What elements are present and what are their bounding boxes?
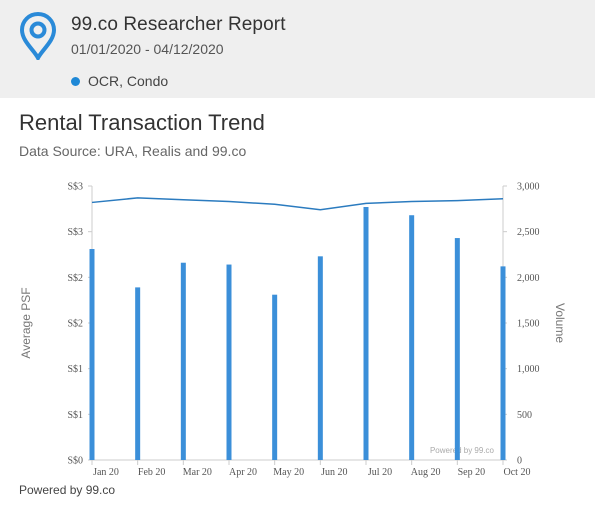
report-date-range: 01/01/2020 - 04/12/2020 (71, 41, 224, 57)
volume-bar (317, 256, 323, 460)
x-tick-label: Jan 20 (93, 467, 119, 478)
left-tick-label: S$0 (67, 456, 83, 467)
report-header: 99.co Researcher Report 01/01/2020 - 04/… (0, 0, 595, 98)
powered-by-footer: Powered by 99.co (19, 483, 116, 497)
x-tick-label: Mar 20 (183, 467, 212, 478)
right-tick-label: 1,500 (517, 319, 540, 330)
rental-trend-chart: S$0 S$1 S$1 S$2 S$2 S$3 S$3 0 500 1,000 1,500 2,000… (19, 182, 567, 479)
left-tick-label: S$2 (67, 319, 83, 330)
right-tick-label: 2,500 (517, 227, 540, 238)
volume-bar (135, 287, 141, 460)
report-title: 99.co Researcher Report (71, 14, 286, 35)
right-tick-label: 0 (517, 456, 522, 467)
left-tick-label: S$2 (67, 273, 83, 284)
x-tick-label: Jun 20 (321, 467, 347, 478)
average-psf-line (91, 197, 504, 211)
right-tick-label: 3,000 (517, 182, 540, 193)
right-tick-label: 2,000 (517, 273, 540, 284)
volume-bar (454, 238, 460, 460)
right-tick-label: 500 (517, 410, 532, 421)
chart-subtitle: Data Source: URA, Realis and 99.co (19, 143, 247, 159)
volume-bar (409, 215, 415, 460)
volume-bar (180, 262, 186, 460)
x-tick-label: Aug 20 (411, 467, 441, 478)
chart-watermark: Powered by 99.co (430, 446, 495, 455)
left-tick-label: S$1 (67, 364, 83, 375)
chart-title: Rental Transaction Trend (19, 110, 265, 135)
right-tick-label: 1,000 (517, 364, 540, 375)
report-filter: OCR, Condo (71, 73, 168, 89)
x-tick-label: Jul 20 (368, 467, 392, 478)
left-tick-label: S$1 (67, 410, 83, 421)
volume-bar (363, 207, 369, 460)
left-tick-label: S$3 (67, 182, 83, 193)
x-tick-label: Oct 20 (504, 467, 531, 478)
volume-bar (500, 266, 506, 460)
x-tick-label: Feb 20 (138, 467, 166, 478)
volume-bar (89, 249, 95, 460)
x-tick-label: Sep 20 (458, 467, 486, 478)
x-tick-label: Apr 20 (229, 467, 257, 478)
map-pin-icon (20, 12, 56, 60)
volume-bar (272, 294, 278, 460)
filter-label: OCR, Condo (88, 73, 169, 89)
x-tick-label: May 20 (273, 467, 304, 478)
filter-dot (71, 76, 80, 86)
left-tick-label: S$3 (67, 227, 83, 238)
left-axis-title: Average PSF (19, 287, 33, 358)
volume-bar (226, 264, 232, 460)
right-axis-title: Volume (553, 303, 567, 343)
